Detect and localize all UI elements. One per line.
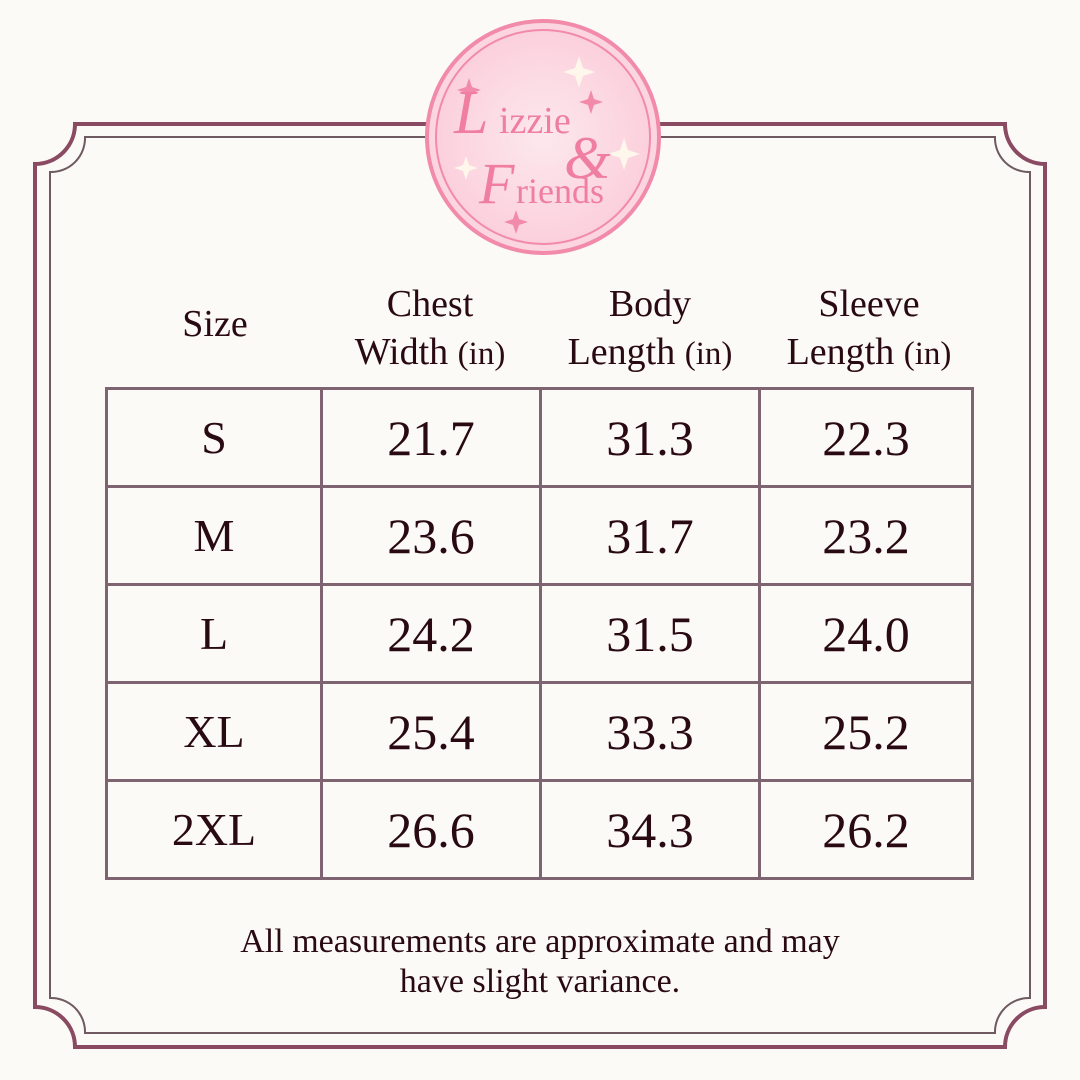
header-line: Length (in) xyxy=(538,328,762,378)
header-sleeve-length: Sleeve Length (in) xyxy=(756,280,982,378)
size-cell: L xyxy=(105,583,323,684)
body-length-cell: 31.5 xyxy=(539,583,761,684)
header-line: Chest xyxy=(386,283,474,325)
chest-width-cell: 25.4 xyxy=(320,681,542,782)
header-size: Size xyxy=(182,303,248,345)
size-table: S 21.7 31.3 22.3 M 23.6 31.7 23.2 L 24.2 31.5 24.0 X… xyxy=(105,387,974,880)
unit-label: (in) xyxy=(684,336,733,372)
header-line: Length (in) xyxy=(756,328,982,378)
size-cell: M xyxy=(105,485,323,586)
body-length-cell: 31.7 xyxy=(539,485,761,586)
sleeve-length-cell: 25.2 xyxy=(758,681,974,782)
sleeve-length-cell: 22.3 xyxy=(758,387,974,488)
table-row: M 23.6 31.7 23.2 xyxy=(105,485,974,586)
table-row: L 24.2 31.5 24.0 xyxy=(105,583,974,684)
header-text: Length xyxy=(567,331,676,373)
table-row: XL 25.4 33.3 25.2 xyxy=(105,681,974,782)
chest-width-cell: 24.2 xyxy=(320,583,542,684)
svg-text:&: & xyxy=(564,125,611,191)
svg-text:F: F xyxy=(478,151,515,216)
size-cell: S xyxy=(105,387,323,488)
header-chest-width: Chest Width (in) xyxy=(320,280,540,378)
size-cell: 2XL xyxy=(105,779,323,880)
body-length-cell: 33.3 xyxy=(539,681,761,782)
brand-logo: L izzie & F riends xyxy=(425,19,661,255)
chest-width-cell: 21.7 xyxy=(320,387,542,488)
header-line: Sleeve xyxy=(818,283,920,325)
header-text: Width xyxy=(354,331,449,373)
note-line: have slight variance. xyxy=(399,963,681,1000)
sleeve-length-cell: 26.2 xyxy=(758,779,974,880)
svg-text:izzie: izzie xyxy=(499,100,571,142)
header-line: Width (in) xyxy=(320,328,540,378)
chest-width-cell: 23.6 xyxy=(320,485,542,586)
sparkle-icon xyxy=(457,78,603,234)
header-text: Length xyxy=(786,331,895,373)
body-length-cell: 31.3 xyxy=(539,387,761,488)
header-body-length: Body Length (in) xyxy=(538,280,762,378)
unit-label: (in) xyxy=(903,336,952,372)
unit-label: (in) xyxy=(457,336,506,372)
body-length-cell: 34.3 xyxy=(539,779,761,880)
sleeve-length-cell: 24.0 xyxy=(758,583,974,684)
sleeve-length-cell: 23.2 xyxy=(758,485,974,586)
table-row: S 21.7 31.3 22.3 xyxy=(105,387,974,488)
size-cell: XL xyxy=(105,681,323,782)
note-line: All measurements are approximate and may xyxy=(240,923,840,960)
chest-width-cell: 26.6 xyxy=(320,779,542,880)
disclaimer-note: All measurements are approximate and may… xyxy=(0,922,1080,1002)
svg-text:riends: riends xyxy=(516,171,604,211)
svg-text:L: L xyxy=(453,79,488,147)
table-row: 2XL 26.6 34.3 26.2 xyxy=(105,779,974,880)
header-line: Body xyxy=(608,283,692,325)
